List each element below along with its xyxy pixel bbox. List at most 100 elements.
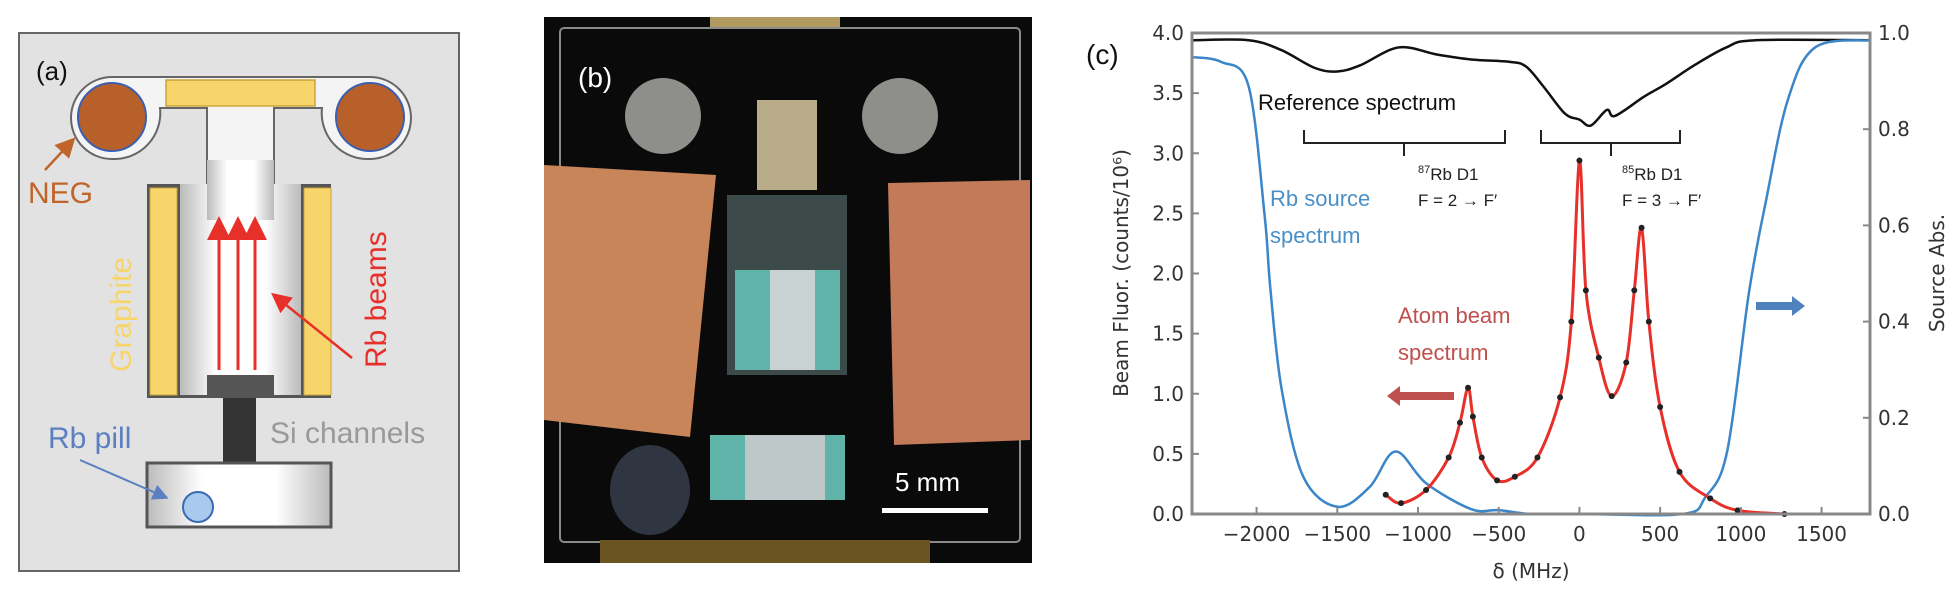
atom-beam-spectrum-point (1445, 454, 1452, 461)
rb-pill-pointer-arrow (79, 459, 169, 500)
atom-beam-label-2: spectrum (1398, 340, 1488, 365)
x-tick-label: 1000 (1715, 522, 1766, 546)
y-tick-label: 0.0 (1152, 502, 1184, 526)
reflection-blob (610, 445, 690, 535)
atom-beam-spectrum-point (1595, 354, 1602, 361)
rb87-line: Rb D1 (1430, 165, 1478, 184)
reference-spectrum-label: Reference spectrum (1258, 90, 1456, 115)
x-tick-label: 0 (1573, 522, 1586, 546)
rb-pill (182, 491, 214, 523)
reference-spectrum-line (1191, 38, 1871, 128)
rb85-isotope: 85 (1622, 164, 1634, 176)
y-tick-label: 1.0 (1152, 382, 1184, 406)
source-spectrum-label-2: spectrum (1270, 223, 1360, 248)
reservoir-glint-photo (745, 435, 825, 500)
y2-tick-label: 0.2 (1878, 406, 1910, 430)
x-tick-label: −1500 (1303, 522, 1371, 546)
collimator-channel (207, 160, 274, 220)
y-tick-label: 4.0 (1152, 21, 1184, 45)
panel-c-label: (c) (1086, 39, 1119, 70)
left-axis-arrow-icon (1387, 386, 1454, 406)
source-spectrum-label-1: Rb source (1270, 186, 1370, 211)
y-tick-label: 2.0 (1152, 262, 1184, 286)
copper-tab-left (544, 165, 716, 437)
rb-reservoir (145, 461, 333, 529)
neg-label: NEG (28, 177, 93, 210)
atom-beam-spectrum-point (1676, 468, 1683, 475)
atom-beam-spectrum-line (1384, 158, 1785, 516)
rb-pill-label: Rb pill (48, 422, 131, 455)
y-tick-label: 2.5 (1152, 201, 1184, 225)
atom-beam-spectrum-point (1582, 287, 1589, 294)
panel-b-label: (b) (578, 62, 612, 93)
graphite-right-bar (303, 187, 332, 396)
atom-beam-spectrum-point (1398, 500, 1405, 507)
atom-beam-spectrum-point (1645, 318, 1652, 325)
x-tick-label: −500 (1471, 522, 1526, 546)
atom-beam-label-1: Atom beam (1398, 303, 1511, 328)
gold-foil-bottom (600, 540, 930, 563)
rb87-transition: F = 2 → F′ (1418, 191, 1497, 210)
series-layer (1191, 38, 1871, 517)
y2-tick-label: 0.8 (1878, 117, 1910, 141)
x-tick-label: −1000 (1384, 522, 1452, 546)
y2-axis-label: Source Abs. (1925, 214, 1949, 332)
atom-beam-spectrum-point (1608, 393, 1615, 400)
neg-pill-photo-left (625, 78, 701, 154)
neg-pill-photo-right (862, 78, 938, 154)
atom-beam-spectrum-point (1707, 495, 1714, 502)
ticks-layer: −2000 −1500 −1000 −500 0 500 1000 1500 0.0 0.5 1.0… (1152, 21, 1910, 546)
rb85-bracket (1540, 130, 1681, 156)
atom-beam-spectrum-point (1638, 224, 1645, 231)
atom-beam-spectrum-point (1631, 287, 1638, 294)
x-tick-label: −2000 (1223, 522, 1291, 546)
graphite-top-bar (165, 79, 316, 107)
rb87-label: 87Rb D1 (1418, 164, 1478, 184)
panel-c-chart: (c) −2000 −1500 −1000 −500 0 500 1000 1500 0.0 0.… (1086, 21, 1949, 583)
y-tick-label: 3.0 (1152, 141, 1184, 165)
beams-pointer-arrow (271, 292, 353, 359)
atom-beam-spectrum-point (1456, 419, 1463, 426)
atom-beam-spectrum-point (1423, 486, 1430, 493)
atom-beam-spectrum-point (1469, 413, 1476, 420)
y2-tick-label: 0.0 (1878, 502, 1910, 526)
y-tick-label: 3.5 (1152, 81, 1184, 105)
atom-beam-spectrum-point (1657, 403, 1664, 410)
atom-beam-spectrum-point (1494, 477, 1501, 484)
rb85-transition: F = 3 → F′ (1622, 191, 1701, 210)
rb87-bracket (1303, 130, 1506, 156)
panel-b-photo: (b) 5 mm (544, 17, 1032, 563)
scale-bar-label: 5 mm (895, 467, 960, 497)
neg-pointer-arrow (44, 137, 76, 171)
x-tick-label: 500 (1641, 522, 1679, 546)
atom-beam-spectrum-point (1576, 157, 1583, 164)
y2-tick-label: 0.4 (1878, 310, 1910, 334)
atom-beam-spectrum-point (1557, 394, 1564, 401)
atom-beam-spectrum-point (1623, 359, 1630, 366)
right-axis-arrow-icon (1756, 296, 1805, 316)
x-tick-label: 1500 (1796, 522, 1847, 546)
neg-pill-right (335, 82, 405, 152)
neg-pill-left (77, 82, 147, 152)
y-axis-label: Beam Fluor. (counts/10⁶) (1109, 149, 1133, 397)
rb85-label: 85Rb D1 (1622, 164, 1682, 184)
si-channel (223, 398, 256, 463)
atom-beam-spectrum-point (1534, 454, 1541, 461)
copper-tab-right (888, 180, 1030, 445)
atom-beam-spectrum-point (1734, 507, 1741, 514)
atom-beam-spectrum-point (1511, 473, 1518, 480)
y-tick-label: 1.5 (1152, 322, 1184, 346)
rb87-isotope: 87 (1418, 164, 1430, 176)
atom-beam-spectrum-point (1382, 491, 1389, 498)
si-channels-label: Si channels (270, 417, 425, 450)
graphite-label: Graphite (105, 257, 138, 372)
beams-label: Rb beams (360, 231, 393, 368)
y2-tick-label: 1.0 (1878, 21, 1910, 45)
graphite-left-bar (149, 187, 178, 396)
y2-tick-label: 0.6 (1878, 213, 1910, 237)
panel-a-label: (a) (36, 56, 68, 86)
rb-source-spectrum-line (1191, 38, 1871, 517)
x-axis-label: δ (MHz) (1493, 559, 1570, 583)
graphite-photo (757, 100, 817, 190)
